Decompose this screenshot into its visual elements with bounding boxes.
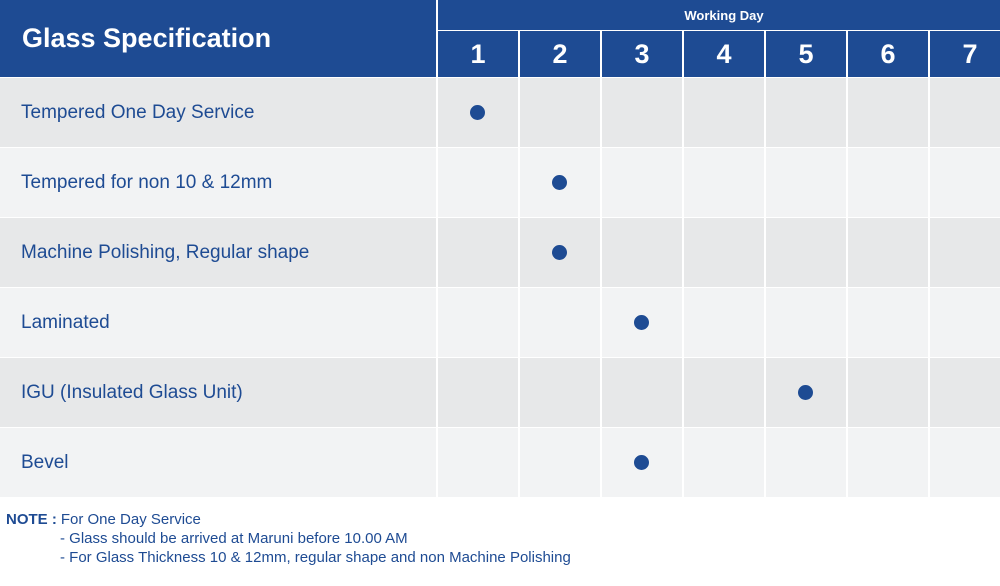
filled-circle-icon	[634, 454, 649, 470]
day-header-3: 3	[602, 31, 682, 77]
filled-circle-icon	[634, 314, 649, 330]
day-cell	[766, 288, 846, 357]
day-cell	[602, 148, 682, 217]
day-cell	[930, 428, 1000, 497]
day-cell	[684, 218, 764, 287]
day-cell	[684, 78, 764, 147]
day-cell	[766, 78, 846, 147]
note-line-1: - Glass should be arrived at Maruni befo…	[60, 530, 408, 547]
day-cell	[438, 428, 518, 497]
day-cell	[848, 288, 928, 357]
day-cell	[766, 428, 846, 497]
day-cell	[766, 148, 846, 217]
row-label: Bevel	[0, 428, 436, 497]
row-label: Machine Polishing, Regular shape	[0, 218, 436, 287]
day-cell	[438, 358, 518, 427]
day-cell	[520, 428, 600, 497]
day-cell	[930, 218, 1000, 287]
day-cell	[848, 78, 928, 147]
day-cell	[930, 78, 1000, 147]
day-header-2: 2	[520, 31, 600, 77]
row-label: Tempered for non 10 & 12mm	[0, 148, 436, 217]
day-cell	[438, 148, 518, 217]
note-label: NOTE :	[6, 511, 57, 528]
table-title: Glass Specification	[0, 0, 436, 77]
day-cell	[520, 148, 600, 217]
day-header-7: 7	[930, 31, 1000, 77]
day-cell	[848, 358, 928, 427]
note-section: NOTE : For One Day Service - Glass should…	[6, 510, 571, 567]
day-cell	[520, 358, 600, 427]
row-label: Tempered One Day Service	[0, 78, 436, 147]
day-cell	[438, 218, 518, 287]
day-cell	[930, 288, 1000, 357]
day-header-4: 4	[684, 31, 764, 77]
day-cell	[848, 148, 928, 217]
day-cell	[438, 288, 518, 357]
day-cell	[602, 78, 682, 147]
day-cell	[684, 358, 764, 427]
day-cell	[602, 218, 682, 287]
day-cell	[602, 428, 682, 497]
filled-circle-icon	[552, 174, 567, 190]
day-header-5: 5	[766, 31, 846, 77]
day-cell	[520, 288, 600, 357]
day-cell	[848, 428, 928, 497]
day-cell	[602, 288, 682, 357]
day-cell	[438, 78, 518, 147]
row-label: Laminated	[0, 288, 436, 357]
day-cell	[684, 428, 764, 497]
day-cell	[684, 148, 764, 217]
day-cell	[848, 218, 928, 287]
day-cell	[602, 358, 682, 427]
row-label: IGU (Insulated Glass Unit)	[0, 358, 436, 427]
note-heading-line: NOTE : For One Day Service	[6, 510, 571, 529]
day-header-6: 6	[848, 31, 928, 77]
day-header-1: 1	[438, 31, 518, 77]
note-line-2: - For Glass Thickness 10 & 12mm, regular…	[60, 549, 571, 566]
filled-circle-icon	[470, 104, 485, 120]
day-cell	[930, 148, 1000, 217]
filled-circle-icon	[798, 384, 813, 400]
working-day-table: Glass Specification Working Day 1 2 3 4 …	[0, 0, 1000, 497]
day-cell	[684, 288, 764, 357]
day-cell	[766, 358, 846, 427]
day-cell	[520, 78, 600, 147]
day-cell	[766, 218, 846, 287]
note-heading: For One Day Service	[60, 511, 201, 528]
working-day-header: Working Day	[438, 0, 1000, 30]
day-cell	[520, 218, 600, 287]
day-cell	[930, 358, 1000, 427]
filled-circle-icon	[552, 244, 567, 260]
